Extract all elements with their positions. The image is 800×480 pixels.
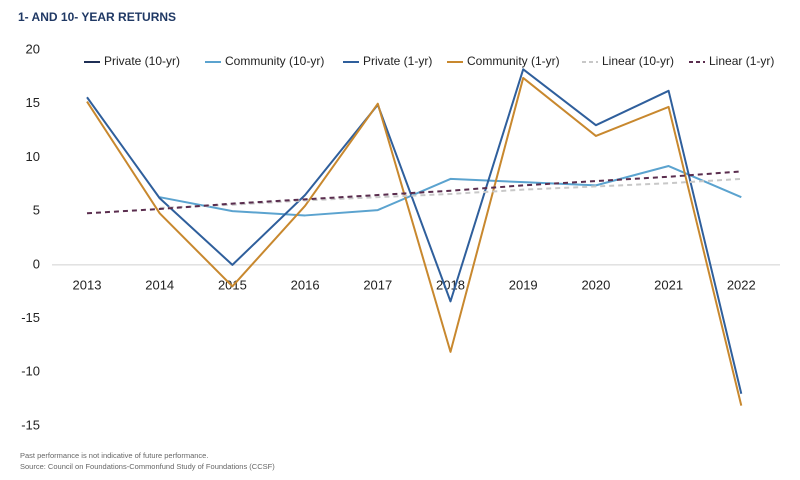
y-tick-label: 15 (26, 95, 40, 110)
x-tick-label: 2017 (363, 277, 392, 292)
x-tick-label: 2021 (654, 277, 683, 292)
series-line (159, 165, 742, 217)
x-tick-label: 2019 (509, 277, 538, 292)
legend-label: Private (1-yr) (363, 54, 432, 68)
footnote: Past performance is not indicative of fu… (20, 451, 208, 460)
x-tick-label: 2015 (218, 277, 247, 292)
legend-label: Linear (1-yr) (709, 54, 774, 68)
series-line (86, 170, 742, 215)
x-tick-label: 2013 (73, 277, 102, 292)
y-tick-label: 20 (26, 41, 40, 56)
x-tick-label: 2014 (145, 277, 174, 292)
series-line (86, 68, 743, 395)
y-tick-label: 0 (33, 256, 40, 271)
x-tick-label: 2022 (727, 277, 756, 292)
y-tick-label: 5 (33, 203, 40, 218)
legend-label: Community (1-yr) (467, 54, 560, 68)
y-tick-label: -15 (21, 417, 40, 432)
legend-label: Linear (10-yr) (602, 54, 674, 68)
legend-label: Private (10-yr) (104, 54, 180, 68)
x-tick-label: 2020 (581, 277, 610, 292)
y-tick-label: -10 (21, 364, 40, 379)
chart-title: 1- AND 10- YEAR RETURNS (18, 10, 176, 24)
y-tick-label: -15 (21, 310, 40, 325)
legend-label: Community (10-yr) (225, 54, 324, 68)
x-tick-label: 2016 (291, 277, 320, 292)
source-note: Source: Council on Foundations-Commonfun… (20, 462, 275, 471)
series-line (86, 76, 743, 406)
y-tick-label: 10 (26, 149, 40, 164)
x-tick-label: 2018 (436, 277, 465, 292)
series-line (159, 177, 742, 209)
